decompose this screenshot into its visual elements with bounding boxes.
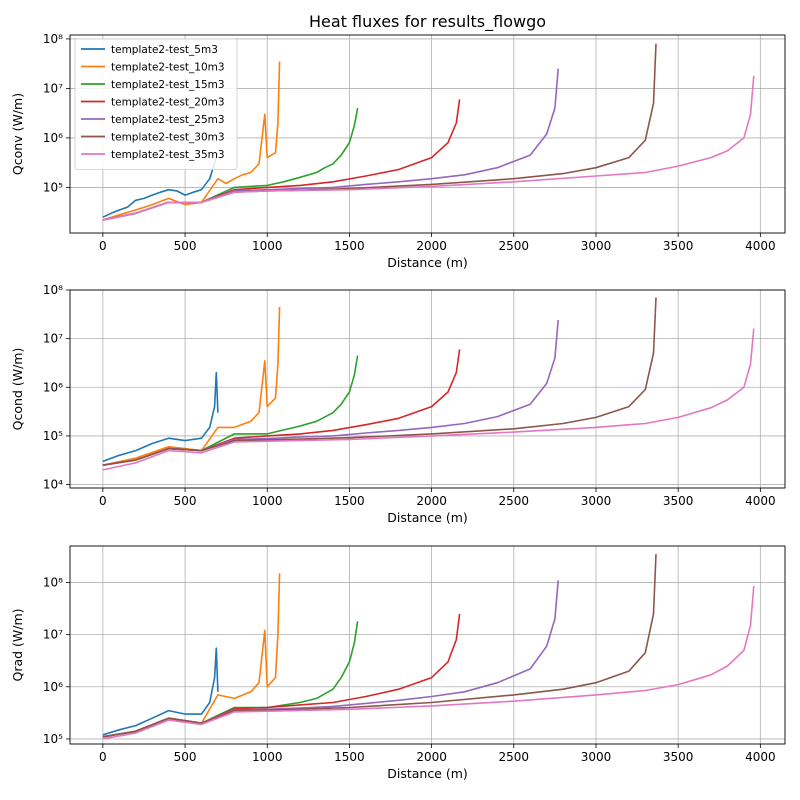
y-tick-label: 10⁸	[43, 575, 63, 589]
series-line-template2-test_10m3	[102, 306, 281, 466]
x-tick-label: 0	[99, 494, 107, 508]
series-line-template2-test_30m3	[102, 554, 657, 738]
axes-frame	[69, 34, 786, 234]
x-tick-label: 1500	[334, 239, 365, 253]
series-line-template2-test_20m3	[102, 613, 461, 738]
y-tick-label: 10⁶	[43, 680, 63, 694]
y-tick-label: 10⁶	[43, 131, 63, 145]
series-line-template2-test_15m3	[102, 621, 359, 738]
series-line-template2-test_5m3	[102, 371, 219, 463]
y-tick-label: 10⁵	[43, 429, 63, 443]
series-line-template2-test_5m3	[102, 647, 219, 736]
x-tick-label: 1000	[252, 750, 283, 764]
x-tick-label: 2000	[416, 239, 447, 253]
legend-entry-template2-test_35m3: template2-test_35m3	[111, 149, 225, 161]
x-tick-label: 0	[99, 750, 107, 764]
x-tick-label: 3000	[581, 239, 612, 253]
x-tick-label: 2000	[416, 494, 447, 508]
legend-box	[74, 38, 238, 170]
y-tick-label: 10⁸	[43, 32, 63, 46]
x-tick-label: 4000	[745, 750, 776, 764]
legend-entry-template2-test_5m3: template2-test_5m3	[111, 44, 218, 56]
y-tick-label: 10⁵	[43, 732, 63, 746]
x-tick-label: 500	[174, 239, 197, 253]
y-axis-label: Qconv (W/m)	[10, 93, 25, 175]
x-tick-label: 3500	[663, 239, 694, 253]
x-tick-label: 4000	[745, 239, 776, 253]
y-tick-label: 10⁷	[43, 81, 63, 95]
y-axis-label: Qcond (W/m)	[10, 348, 25, 431]
legend-entry-template2-test_15m3: template2-test_15m3	[111, 79, 225, 91]
y-tick-label: 10⁴	[43, 478, 63, 492]
series-line-template2-test_35m3	[102, 328, 755, 471]
legend-entry-template2-test_25m3: template2-test_25m3	[111, 114, 225, 126]
legend-entry-template2-test_30m3: template2-test_30m3	[111, 132, 225, 144]
x-tick-label: 1500	[334, 494, 365, 508]
series-line-template2-test_35m3	[102, 75, 755, 221]
figure-title: Heat fluxes for results_flowgo	[308, 12, 547, 31]
series-line-template2-test_20m3	[102, 349, 461, 466]
x-tick-label: 500	[174, 750, 197, 764]
series-line-template2-test_25m3	[102, 320, 559, 466]
x-tick-label: 4000	[745, 494, 776, 508]
x-tick-label: 3000	[581, 750, 612, 764]
axes-frame	[69, 545, 786, 745]
x-tick-label: 1000	[252, 239, 283, 253]
legend-entry-template2-test_20m3: template2-test_20m3	[111, 97, 225, 109]
y-tick-label: 10⁷	[43, 628, 63, 642]
x-tick-label: 2500	[499, 494, 530, 508]
x-tick-label: 2500	[499, 239, 530, 253]
x-tick-label: 2000	[416, 750, 447, 764]
x-tick-label: 1500	[334, 750, 365, 764]
series-line-template2-test_5m3	[102, 152, 219, 218]
y-tick-label: 10⁸	[43, 283, 63, 297]
legend-entry-template2-test_10m3: template2-test_10m3	[111, 62, 225, 74]
x-tick-label: 500	[174, 494, 197, 508]
x-axis-label: Distance (m)	[387, 255, 468, 270]
series-line-template2-test_25m3	[102, 580, 559, 738]
series-line-template2-test_30m3	[102, 297, 657, 466]
y-axis-label: Qrad (W/m)	[10, 608, 25, 681]
x-tick-label: 3000	[581, 494, 612, 508]
axes-frame	[69, 289, 786, 489]
y-tick-label: 10⁵	[43, 180, 63, 194]
x-tick-label: 2500	[499, 750, 530, 764]
x-tick-label: 0	[99, 239, 107, 253]
series-line-template2-test_10m3	[102, 61, 281, 221]
y-tick-label: 10⁶	[43, 380, 63, 394]
y-tick-label: 10⁷	[43, 332, 63, 346]
x-tick-label: 3500	[663, 494, 694, 508]
x-axis-label: Distance (m)	[387, 510, 468, 525]
x-tick-label: 3500	[663, 750, 694, 764]
x-tick-label: 1000	[252, 494, 283, 508]
x-axis-label: Distance (m)	[387, 766, 468, 781]
series-line-template2-test_35m3	[102, 586, 755, 740]
